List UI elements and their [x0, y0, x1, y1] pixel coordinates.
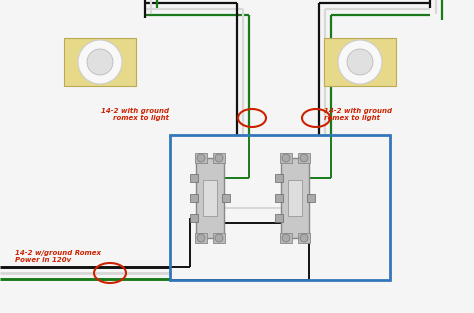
Circle shape: [215, 154, 223, 162]
Bar: [288, 180, 302, 216]
Bar: [170, 135, 390, 280]
Bar: [195, 153, 207, 163]
Bar: [190, 174, 198, 182]
Bar: [324, 38, 396, 86]
Circle shape: [197, 234, 205, 242]
Bar: [213, 153, 225, 163]
Bar: [64, 38, 136, 86]
Circle shape: [197, 154, 205, 162]
Bar: [195, 233, 207, 243]
Text: 14-2 with ground
romex to light: 14-2 with ground romex to light: [101, 108, 169, 121]
Bar: [203, 180, 217, 216]
Text: 14-2 w/ground Romex
Power in 120v: 14-2 w/ground Romex Power in 120v: [15, 250, 101, 263]
Bar: [196, 158, 224, 238]
Circle shape: [347, 49, 373, 75]
Circle shape: [300, 154, 308, 162]
Circle shape: [282, 154, 290, 162]
Bar: [275, 174, 283, 182]
Bar: [190, 214, 198, 222]
Bar: [298, 233, 310, 243]
Circle shape: [215, 234, 223, 242]
Bar: [298, 153, 310, 163]
Circle shape: [300, 234, 308, 242]
Bar: [307, 194, 315, 202]
Bar: [281, 158, 309, 238]
Bar: [280, 153, 292, 163]
Bar: [275, 194, 283, 202]
Text: 14-2 with ground
romex to light: 14-2 with ground romex to light: [324, 108, 392, 121]
Bar: [213, 233, 225, 243]
Bar: [222, 194, 230, 202]
Circle shape: [338, 40, 382, 84]
Circle shape: [282, 234, 290, 242]
Circle shape: [78, 40, 122, 84]
Circle shape: [87, 49, 113, 75]
Bar: [280, 233, 292, 243]
Bar: [190, 194, 198, 202]
Bar: [275, 214, 283, 222]
